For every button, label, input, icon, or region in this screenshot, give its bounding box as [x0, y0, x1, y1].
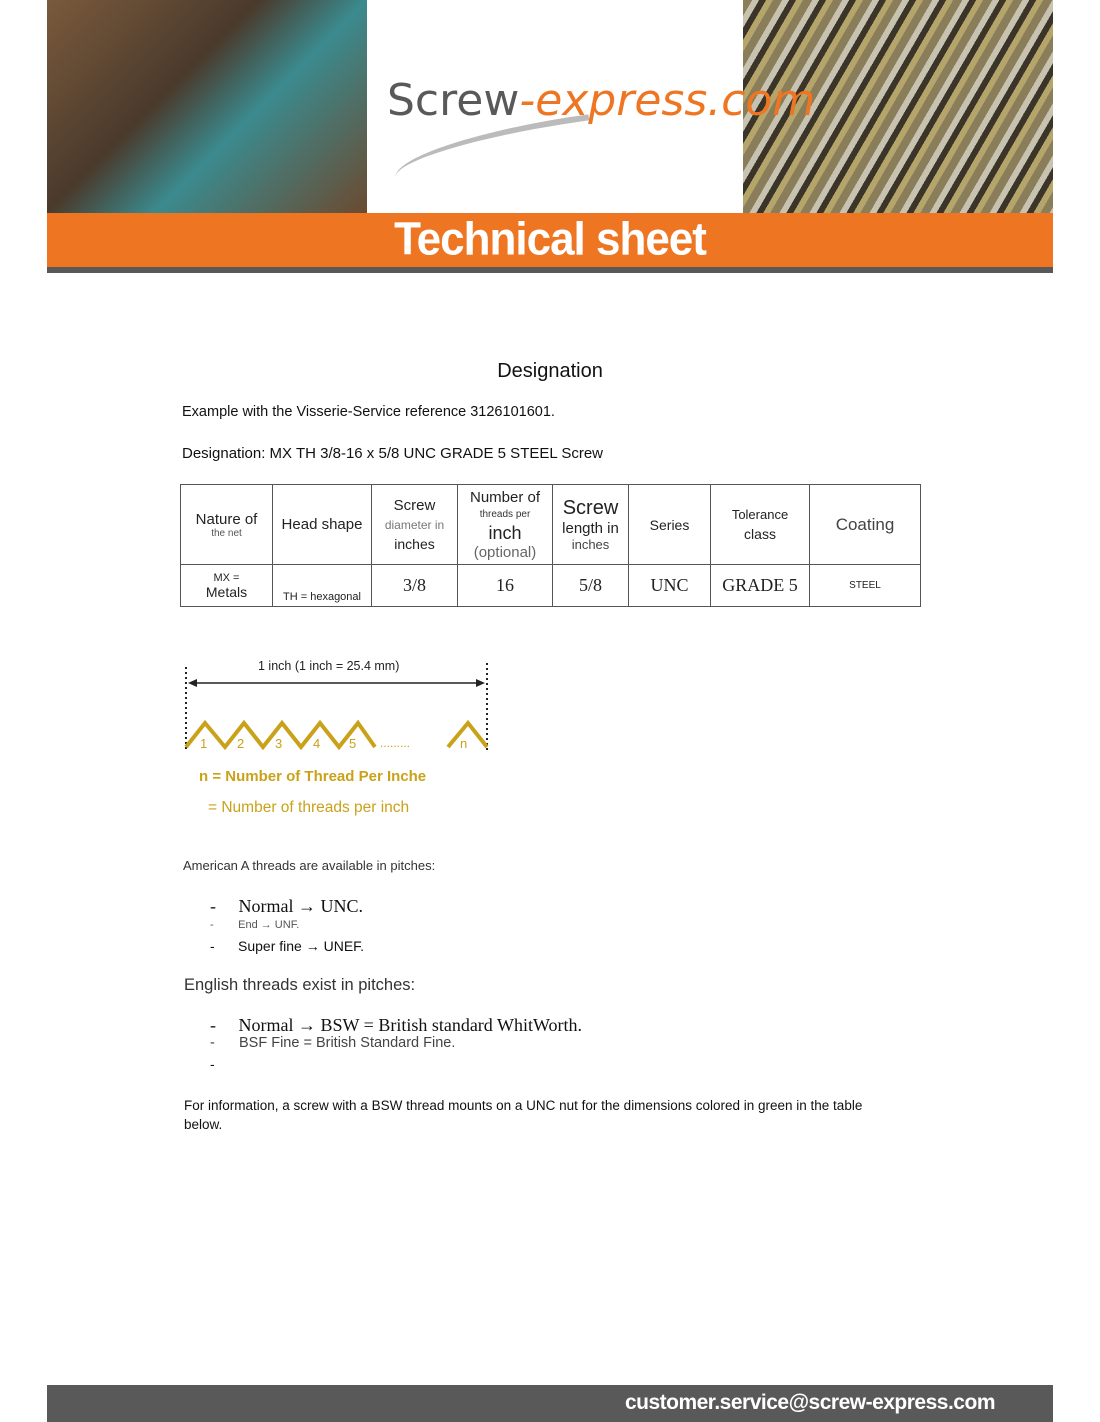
cell-length: 5/8: [552, 564, 629, 607]
cell-diameter: 3/8: [371, 564, 458, 607]
thread-graphic: [184, 663, 489, 751]
list-item: - Normal → BSW = British standard WhitWo…: [210, 1015, 583, 1035]
header-series: Series: [628, 484, 711, 565]
table-header-row: Nature of the net Head shape Screw diamete…: [180, 484, 921, 565]
info-text: For information, a screw with a BSW thre…: [184, 1098, 863, 1132]
header-banner: Screw-express.com: [47, 0, 1053, 213]
header-head-shape: Head shape: [272, 484, 372, 565]
caption-2: = Number of threads per inch: [208, 799, 410, 816]
thread-number: 1: [200, 736, 208, 751]
measure-label: 1 inch (1 inch = 25.4 mm): [258, 659, 400, 673]
footer: customer.service@screw-express.com: [47, 1385, 1053, 1422]
banner-title: Technical sheet: [394, 213, 707, 266]
header-diameter: Screw diameter in inches: [371, 484, 458, 565]
header-length: Screw length in inches: [552, 484, 629, 565]
title-banner: Technical sheet: [47, 213, 1053, 267]
tools-photo: [47, 0, 367, 213]
screws-photo: [743, 0, 1053, 213]
ellipsis: .........: [380, 736, 411, 750]
thread-n: n: [460, 736, 468, 751]
thread-number: 4: [313, 736, 321, 751]
cell-nature: MX = Metals: [180, 564, 273, 607]
cell-threads: 16: [457, 564, 553, 607]
list-item: - End → UNF.: [210, 919, 300, 931]
section-title: Designation: [497, 360, 603, 382]
english-intro: English threads exist in pitches:: [184, 976, 416, 994]
header-nature: Nature of the net: [180, 484, 273, 565]
header-coating: Coating: [809, 484, 921, 565]
list-item: -: [210, 1056, 215, 1072]
thread-diagram: 1 inch (1 inch = 25.4 mm) 1 2 3 4 5 ....…: [183, 655, 493, 825]
list-item: - BSF Fine = British Standard Fine.: [210, 1035, 456, 1051]
thread-number: 3: [275, 736, 283, 751]
caption-1: n = Number of Thread Per Inche: [199, 768, 427, 785]
designation-table: Nature of the net Head shape Screw diamete…: [180, 484, 921, 607]
thread-number: 2: [237, 736, 245, 751]
header-tolerance: Tolerance class: [710, 484, 810, 565]
footer-email[interactable]: customer.service@screw-express.com: [624, 1391, 996, 1414]
divider: [47, 267, 1053, 273]
cell-tolerance: GRADE 5: [710, 564, 810, 607]
cell-head: TH = hexagonal: [272, 564, 372, 607]
thread-number: 5: [349, 736, 357, 751]
table-row: MX = Metals TH = hexagonal 3/8 16 5/8 UNC…: [180, 564, 921, 607]
cell-series: UNC: [628, 564, 711, 607]
header-threads: Number of threads per inch (optional): [457, 484, 553, 565]
american-intro: American A threads are available in pitc…: [183, 858, 436, 873]
designation-text: Designation: MX TH 3/8-16 x 5/8 UNC GRAD…: [182, 445, 603, 462]
example-text: Example with the Visserie-Service refere…: [182, 404, 555, 420]
cell-coating: STEEL: [809, 564, 921, 607]
logo: Screw-express.com: [387, 75, 816, 126]
list-item: - Super fine → UNEF.: [210, 938, 365, 954]
list-item: - Normal → UNC.: [210, 896, 363, 916]
